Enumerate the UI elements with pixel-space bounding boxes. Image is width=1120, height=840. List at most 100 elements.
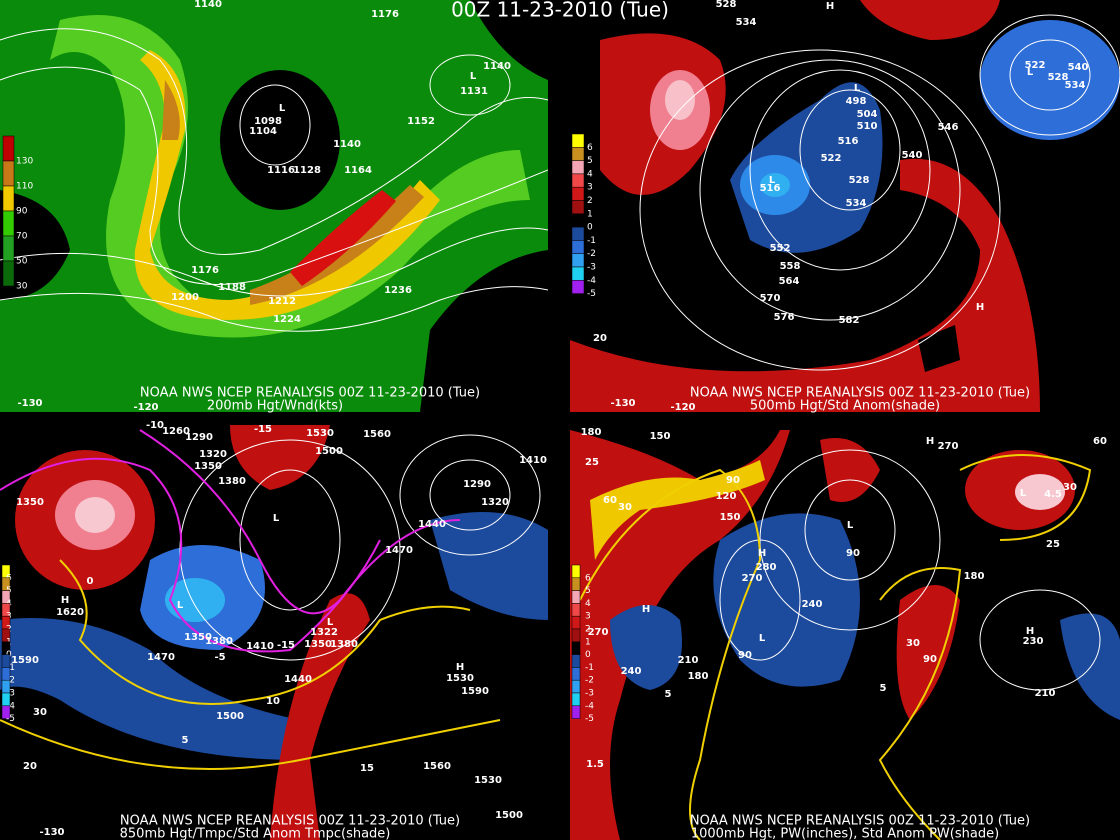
contour-label: 1380	[330, 639, 358, 650]
contour-label: 1320	[199, 449, 227, 460]
jet-core	[290, 190, 396, 286]
contour-label: 552	[770, 243, 791, 254]
legend-label: -3	[587, 263, 596, 273]
contour-label: 540	[1068, 62, 1089, 73]
contour-label: 30	[618, 502, 632, 513]
legend-label: -4	[587, 276, 596, 286]
legend-swatch	[1, 705, 11, 719]
axis-label: 20	[593, 333, 607, 344]
legend-label: -3	[6, 689, 15, 699]
contour-label: -5	[214, 652, 225, 663]
legend-label: 130	[16, 157, 33, 167]
contour-label: 15	[360, 763, 374, 774]
contour-label: L	[177, 600, 184, 611]
contour-label: 582	[839, 315, 860, 326]
contour-label: 280	[756, 562, 777, 573]
legend-swatch	[2, 260, 15, 287]
legend-label: 70	[16, 232, 28, 242]
contour-label: 1350	[304, 639, 332, 650]
contour-label: 230	[1023, 636, 1044, 647]
contour	[429, 459, 511, 531]
panel-caption: 1000mb Hgt, PW(inches), Std Anom PW(shad…	[691, 827, 999, 840]
contour-label: 1530	[474, 775, 502, 786]
contour-label: 90	[846, 548, 860, 559]
contour-label: 504	[857, 109, 878, 120]
contour-label: 180	[688, 671, 709, 682]
panel-caption: 850mb Hgt/Tmpc/Std Anom Tmpc(shade)	[120, 827, 391, 840]
contour-label: 1530	[446, 673, 474, 684]
panel-source: NOAA NWS NCEP REANALYSIS 00Z 11-23-2010 …	[120, 814, 460, 829]
contour-label: -15	[277, 640, 295, 651]
missing-area	[918, 325, 960, 372]
contour	[429, 54, 511, 116]
axis-label: 30	[33, 707, 47, 718]
contour-label: 1.5	[586, 759, 604, 770]
legend-label: 1	[585, 637, 591, 647]
contour	[0, 28, 548, 255]
map-title: 00Z 11-23-2010 (Tue)	[451, 0, 669, 22]
contour	[699, 59, 961, 321]
contour-label: 1176	[371, 9, 399, 20]
legend-label: 1	[587, 209, 593, 219]
legend-swatch	[2, 210, 15, 237]
legend-label: -1	[585, 663, 594, 673]
contour	[1009, 39, 1091, 111]
contour-label: 1140	[194, 0, 222, 10]
anomaly-shade	[0, 618, 300, 760]
anomaly-shade	[1060, 613, 1120, 720]
anomaly-shade	[270, 593, 370, 840]
legend-label: 4	[585, 599, 591, 609]
legend-swatch	[571, 705, 581, 719]
contour-label: 1224	[273, 314, 301, 325]
contour-label: 210	[678, 655, 699, 666]
contour-label: 534	[736, 17, 757, 28]
contour-label: 210	[1035, 688, 1056, 699]
legend-swatch	[571, 200, 585, 215]
anomaly-shade	[665, 80, 695, 120]
anomaly-shade	[896, 585, 960, 720]
contour-label: L	[273, 513, 280, 524]
legend-label: 2	[587, 196, 593, 206]
anomaly-shade	[760, 173, 790, 197]
contour-label: H	[642, 604, 650, 615]
axis-label: -130	[610, 398, 635, 409]
contour-label: 528	[716, 0, 737, 10]
contour-label: 120	[716, 491, 737, 502]
calm-area	[220, 70, 340, 210]
contour-label: 522	[1025, 60, 1046, 71]
contour-label: 240	[621, 666, 642, 677]
legend-label: -4	[585, 701, 594, 711]
contour-label: 1164	[344, 165, 372, 176]
contour-label: 1410	[519, 455, 547, 466]
contour-label: L	[279, 103, 286, 114]
contour-label: L	[327, 617, 334, 628]
contour-label: 510	[857, 121, 878, 132]
calm-area	[0, 190, 70, 300]
panel-source: NOAA NWS NCEP REANALYSIS 00Z 11-23-2010 …	[140, 386, 480, 401]
contour-label: 1152	[407, 116, 435, 127]
contour-label: 1131	[460, 86, 488, 97]
contour	[0, 66, 548, 285]
contour-label: 522	[821, 153, 842, 164]
legend-swatch	[571, 253, 585, 268]
legend-label: 5	[587, 156, 593, 166]
contour-label: 1560	[423, 761, 451, 772]
contour	[639, 49, 1001, 371]
legend-label: 0	[585, 650, 591, 660]
contour-label: 1260	[162, 426, 190, 437]
isotherm	[59, 559, 471, 705]
contour	[804, 479, 896, 581]
legend-swatch	[571, 280, 585, 294]
jet-shade	[162, 80, 180, 140]
panel-source: NOAA NWS NCEP REANALYSIS 00Z 11-23-2010 …	[690, 814, 1030, 829]
anomaly-shade	[75, 497, 115, 533]
legend-swatch	[571, 654, 581, 668]
legend-swatch	[571, 615, 581, 630]
contour-label: -10	[146, 420, 164, 431]
legend-label: -1	[6, 663, 15, 673]
legend-label: 3	[585, 612, 591, 622]
contour-label: 1322	[310, 627, 338, 638]
legend-label: -2	[585, 676, 594, 686]
